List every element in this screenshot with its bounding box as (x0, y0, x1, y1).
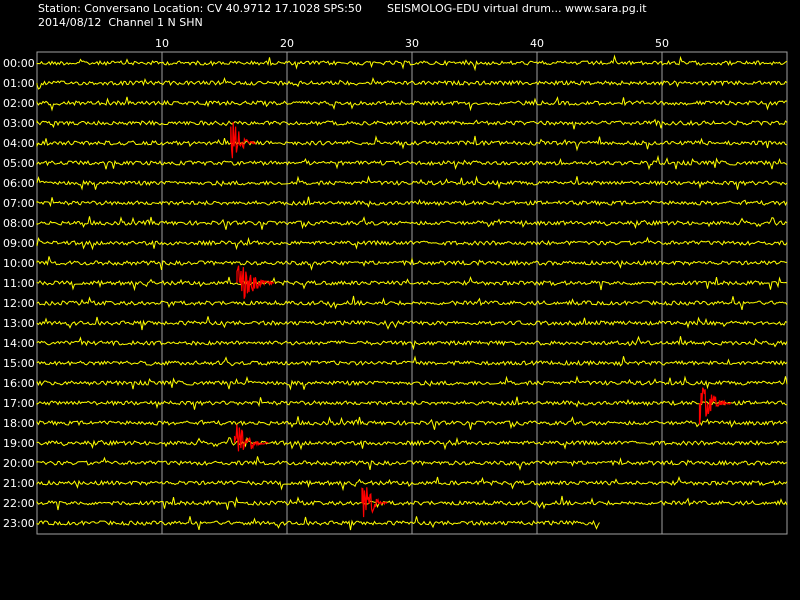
trace-line (36, 375, 788, 391)
trace-line (36, 396, 788, 410)
trace-line (36, 135, 788, 152)
row-time-label: 12:00 (3, 297, 35, 310)
trace-line (36, 154, 788, 171)
row-time-label: 02:00 (3, 97, 35, 110)
trace-line (36, 196, 788, 208)
row-time-label: 16:00 (3, 377, 35, 390)
trace-line (36, 436, 788, 451)
row-time-label: 14:00 (3, 337, 35, 350)
row-time-label: 20:00 (3, 457, 35, 470)
row-time-label: 15:00 (3, 357, 35, 370)
trace-line (36, 335, 788, 351)
trace-line (36, 475, 788, 492)
row-time-label: 21:00 (3, 477, 35, 490)
row-time-label: 13:00 (3, 317, 35, 330)
trace-line (36, 456, 788, 471)
x-tick-label: 30 (405, 37, 419, 50)
trace-line (36, 96, 788, 112)
trace-line (36, 295, 788, 311)
station-info: Station: Conversano Location: CV 40.9712… (38, 2, 362, 15)
event-trace (236, 265, 275, 299)
event-trace (230, 122, 256, 159)
event-trace (361, 487, 388, 518)
row-time-label: 01:00 (3, 77, 35, 90)
date-channel-info: 2014/08/12 Channel 1 N SHN (38, 16, 203, 29)
row-time-label: 04:00 (3, 137, 35, 150)
row-time-label: 22:00 (3, 497, 35, 510)
event-trace (698, 387, 732, 425)
x-tick-label: 10 (155, 37, 169, 50)
row-time-label: 19:00 (3, 437, 35, 450)
trace-line (36, 495, 788, 511)
trace-line (36, 316, 788, 331)
event-trace (233, 424, 269, 452)
trace-line (36, 275, 788, 292)
trace-line (36, 355, 788, 367)
trace-line (36, 175, 788, 191)
x-tick-label: 50 (655, 37, 669, 50)
row-time-label: 10:00 (3, 257, 35, 270)
row-time-label: 17:00 (3, 397, 35, 410)
trace-line (36, 216, 788, 230)
row-time-label: 00:00 (3, 57, 35, 70)
x-tick-label: 40 (530, 37, 544, 50)
row-time-label: 09:00 (3, 237, 35, 250)
x-tick-label: 20 (280, 37, 294, 50)
trace-line (36, 416, 788, 430)
row-time-label: 08:00 (3, 217, 35, 230)
row-time-label: 23:00 (3, 517, 35, 530)
row-time-label: 05:00 (3, 157, 35, 170)
row-time-label: 06:00 (3, 177, 35, 190)
trace-line (36, 516, 600, 531)
row-time-label: 03:00 (3, 117, 35, 130)
trace-line (36, 76, 788, 90)
trace-line (36, 54, 788, 72)
trace-line (36, 236, 788, 251)
app-info: SEISMOLOG-EDU virtual drum... www.sara.p… (387, 2, 647, 15)
row-time-label: 18:00 (3, 417, 35, 430)
trace-line (36, 256, 787, 271)
row-time-label: 07:00 (3, 197, 35, 210)
row-time-label: 11:00 (3, 277, 35, 290)
trace-line (36, 118, 788, 130)
